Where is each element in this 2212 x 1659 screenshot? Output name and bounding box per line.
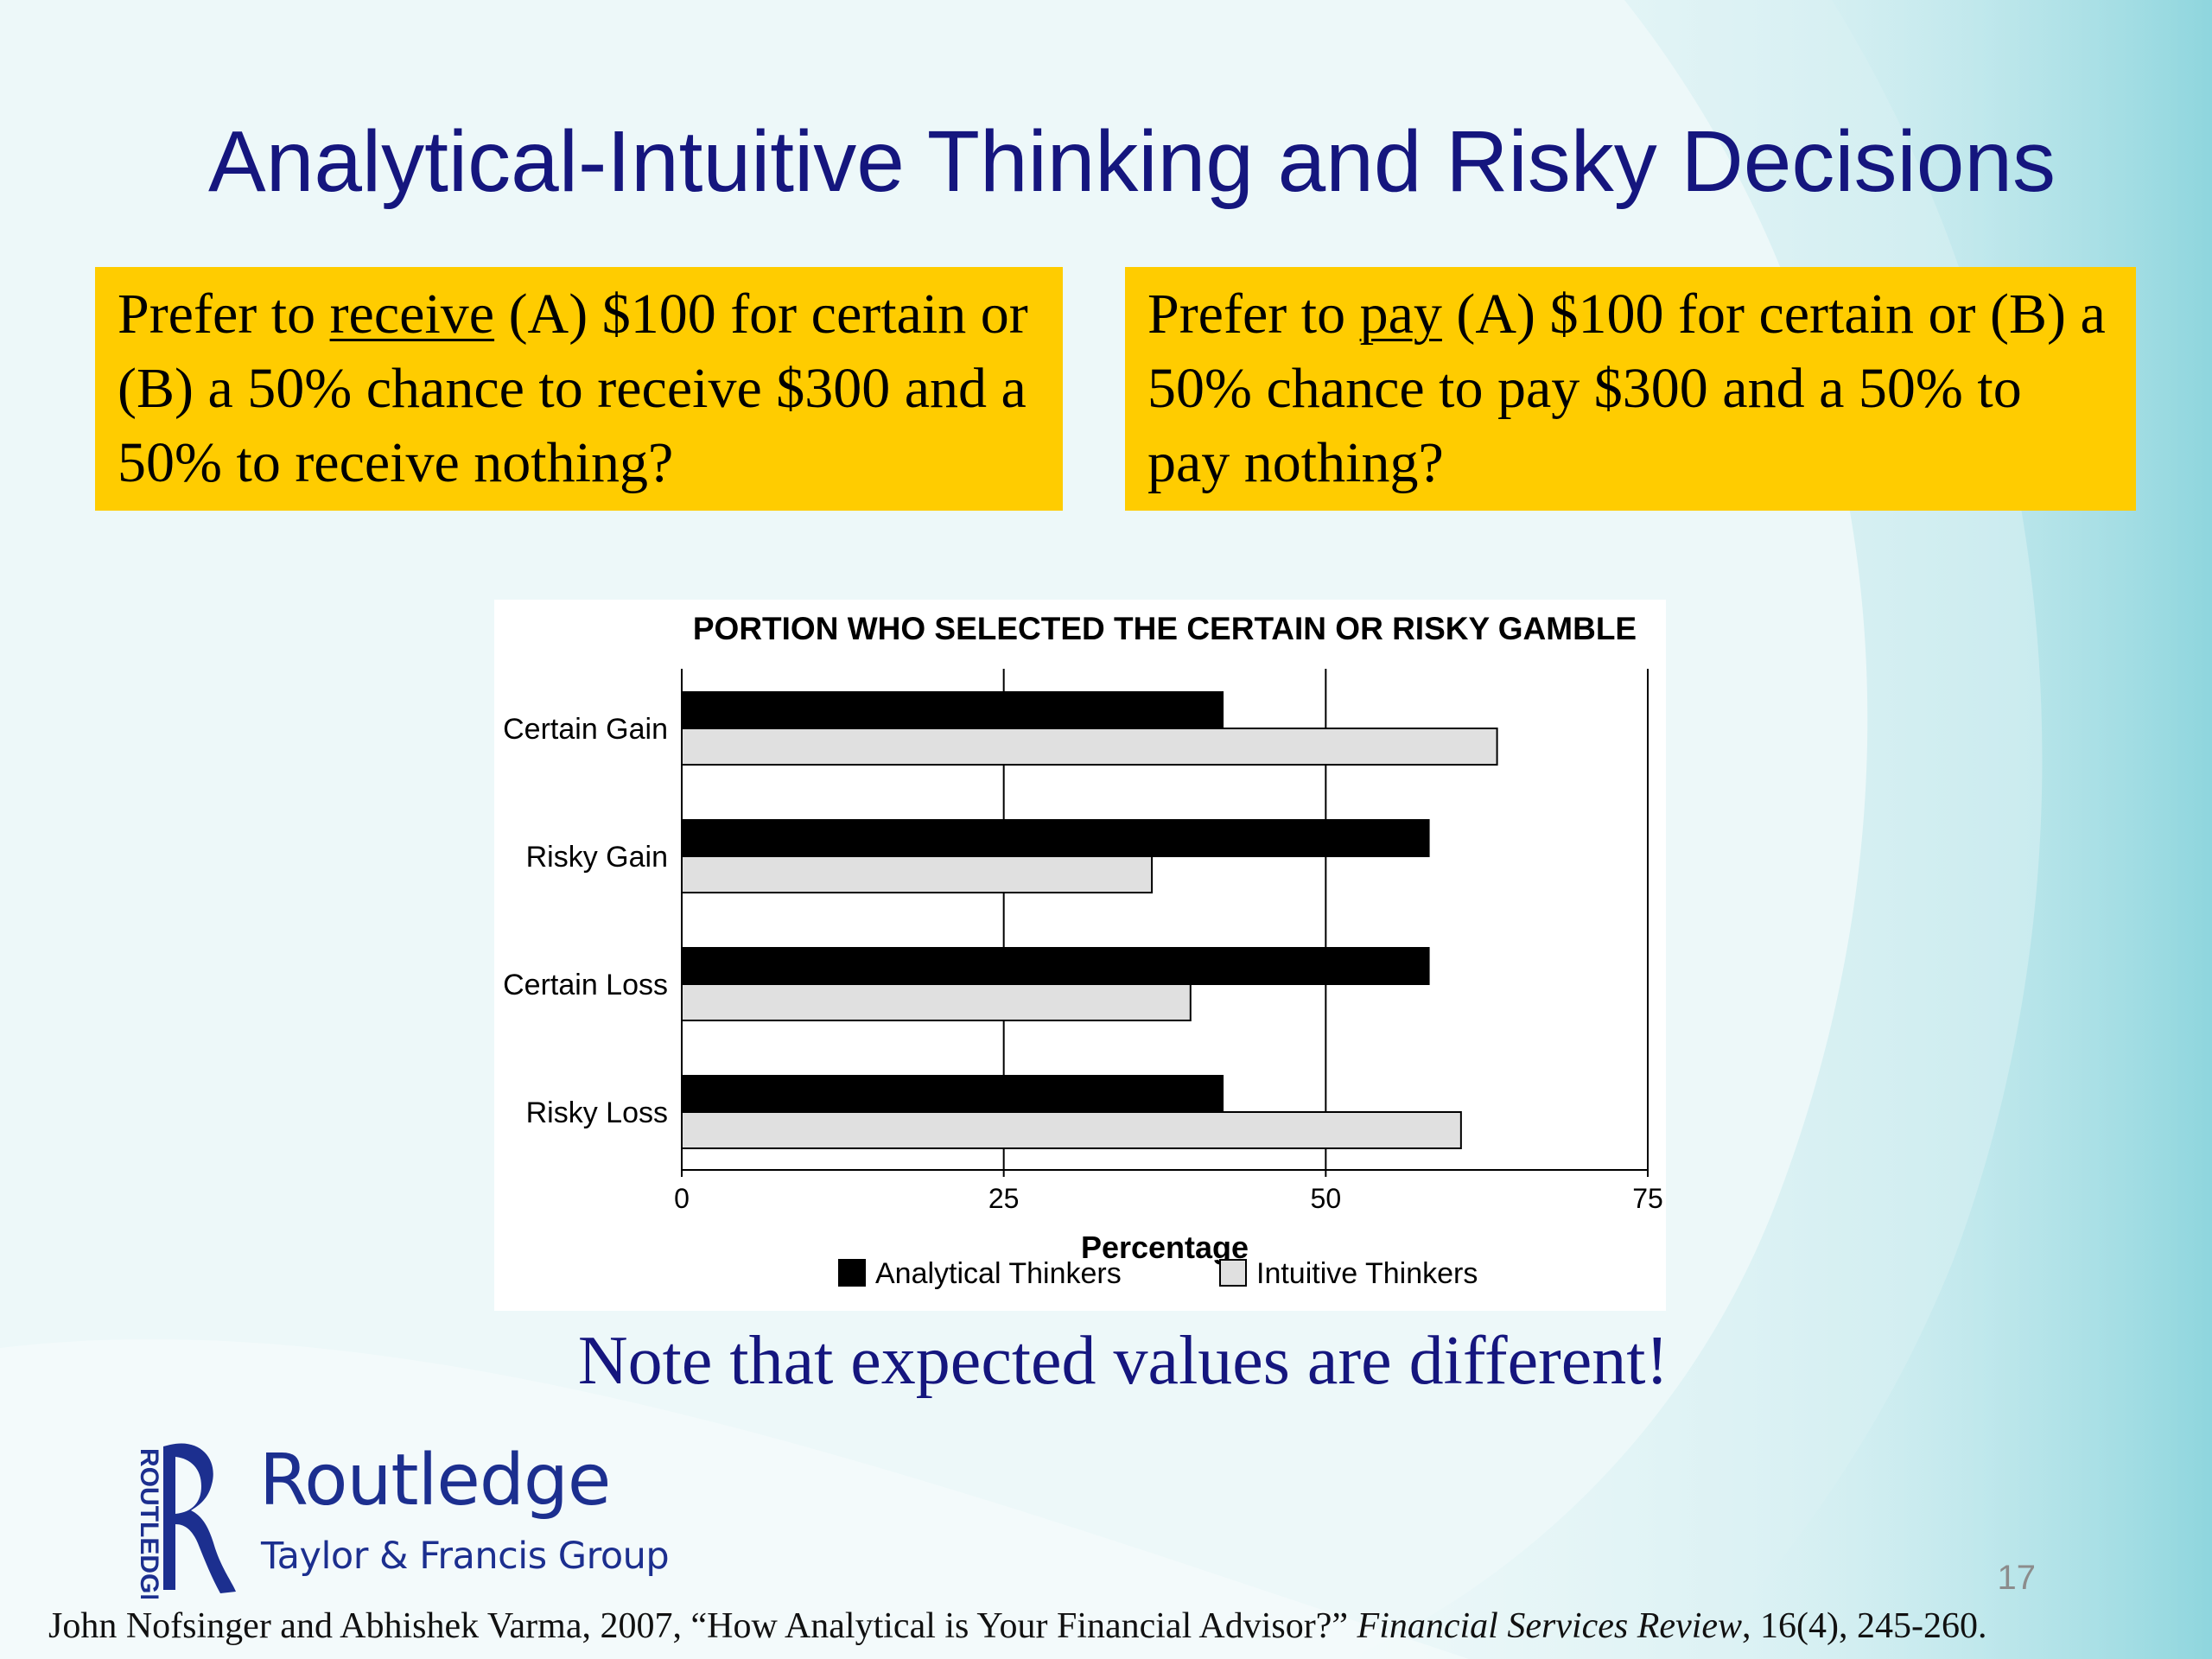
bar-chart: PORTION WHO SELECTED THE CERTAIN OR RISK… [503,611,1663,1290]
x-tick-label-50: 50 [1311,1183,1342,1214]
question-receive-underlined: receive [329,283,495,346]
question-box-receive: Prefer to receive (A) $100 for certain o… [95,267,1063,511]
expected-values-note: Note that expected values are different! [577,1323,1669,1399]
legend-swatch-analytical-thinkers [838,1259,866,1287]
x-tick-label-0: 0 [674,1183,690,1214]
bar-chart-panel: PORTION WHO SELECTED THE CERTAIN OR RISK… [494,600,1666,1311]
bar-certain-gain-intuitive-thinkers [681,728,1498,766]
question-receive-post: (A) $100 for certain or (B) a 50% chance… [118,283,1028,494]
x-tick-label-75: 75 [1632,1183,1663,1214]
slide-title: Analytical-Intuitive Thinking and Risky … [208,113,2056,210]
legend-swatch-intuitive-thinkers [1219,1259,1247,1287]
category-label-certain-gain: Certain Gain [503,713,668,746]
bar-certain-gain-analytical-thinkers [681,691,1224,729]
bar-risky-loss-analytical-thinkers [681,1075,1224,1113]
logo-name: Routledge [259,1440,611,1522]
question-pay-post: (A) $100 for certain or (B) a 50% chance… [1147,283,2106,494]
page-number: 17 [1997,1559,2037,1597]
category-label-certain-loss: Certain Loss [503,969,668,1001]
category-label-risky-loss: Risky Loss [526,1096,668,1129]
category-label-risky-gain: Risky Gain [526,841,668,874]
bar-risky-gain-intuitive-thinkers [681,855,1154,893]
legend-label-intuitive-thinkers: Intuitive Thinkers [1256,1257,1478,1290]
citation: John Nofsinger and Abhishek Varma, 2007,… [48,1605,1987,1647]
logo-spine-text: ROUTLEDGE [135,1448,163,1599]
question-pay-underlined: pay [1359,283,1442,346]
logo-subtitle: Taylor & Francis Group [261,1535,670,1578]
question-pay-pre: Prefer to [1147,283,1360,346]
bar-risky-gain-analytical-thinkers [681,819,1430,857]
citation-details: , 16(4), 245-260. [1742,1606,1987,1646]
question-receive-pre: Prefer to [118,283,330,346]
routledge-logo-mark: ROUTLEDGE [135,1443,236,1599]
bar-risky-loss-intuitive-thinkers [681,1111,1462,1149]
chart-title: PORTION WHO SELECTED THE CERTAIN OR RISK… [693,611,1637,646]
citation-authors: John Nofsinger and Abhishek Varma, 2007,… [48,1606,1357,1646]
x-tick-label-25: 25 [988,1183,1020,1214]
legend-label-analytical-thinkers: Analytical Thinkers [875,1257,1122,1290]
citation-journal: Financial Services Review [1357,1606,1743,1646]
bar-certain-loss-intuitive-thinkers [681,983,1192,1021]
question-box-pay: Prefer to pay (A) $100 for certain or (B… [1125,267,2136,511]
bar-certain-loss-analytical-thinkers [681,947,1430,985]
